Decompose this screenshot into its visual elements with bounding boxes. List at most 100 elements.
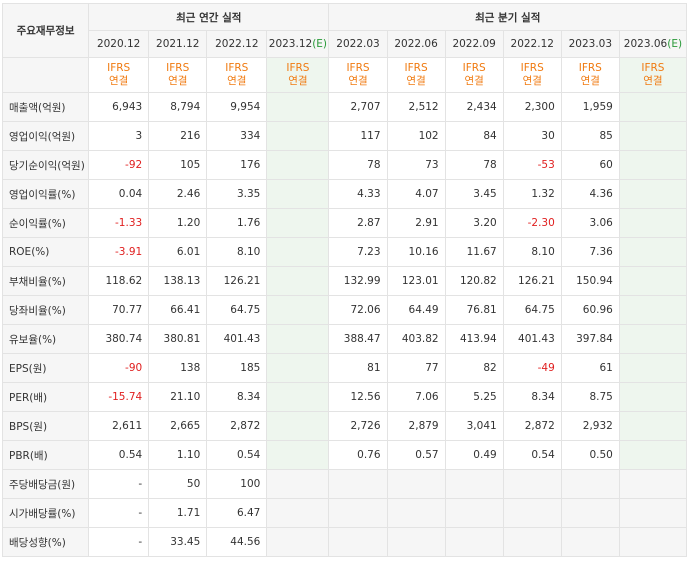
table-cell: 64.75 [206, 295, 268, 325]
table-cell: 3.35 [206, 179, 268, 209]
table-cell: 60.96 [560, 295, 620, 325]
table-cell: 2,932 [560, 411, 620, 441]
ifrs-badge: IFRS 연결 [618, 57, 688, 93]
table-cell: -15.74 [88, 382, 150, 412]
table-cell: 7.23 [328, 237, 388, 267]
table-cell: 77 [386, 353, 446, 383]
table-cell [618, 353, 688, 383]
table-cell [502, 498, 562, 528]
table-cell [266, 150, 330, 180]
table-cell [618, 440, 688, 470]
table-cell [618, 121, 688, 151]
table-cell [266, 237, 330, 267]
table-cell: 1.20 [148, 208, 208, 238]
table-row: 유보율(%) 380.74 380.81 401.43 388.47 403.82 413.… [1, 324, 688, 354]
table-cell: 3,041 [444, 411, 504, 441]
table-row: 당기순이익(억원) -92 105 176 78 73 78 -53 60 [1, 150, 688, 180]
table-cell [328, 527, 388, 557]
table-cell [560, 498, 620, 528]
table-row: BPS(원) 2,611 2,665 2,872 2,726 2,879 3,041 2,87… [1, 411, 688, 441]
period-header: 2022.12 [502, 30, 562, 58]
period-header: 2021.12 [148, 30, 208, 58]
table-cell [618, 498, 688, 528]
estimate-marker: (E) [312, 38, 328, 50]
table-cell [618, 382, 688, 412]
table-cell: 334 [206, 121, 268, 151]
table-cell: 2,872 [206, 411, 268, 441]
corner-label: 주요재무정보 [1, 3, 90, 58]
table-cell [328, 498, 388, 528]
table-cell [386, 527, 446, 557]
table-cell: 150.94 [560, 266, 620, 296]
period-header: 2020.12 [88, 30, 150, 58]
table-row: 매출액(억원) 6,943 8,794 9,954 2,707 2,512 2,434 2,3… [1, 92, 688, 122]
table-cell [618, 92, 688, 122]
table-cell: 0.54 [206, 440, 268, 470]
table-row: EPS(원) -90 138 185 81 77 82 -49 61 [1, 353, 688, 383]
table-row: 부채비율(%) 118.62 138.13 126.21 132.99 123.01 120… [1, 266, 688, 296]
table-cell: 72.06 [328, 295, 388, 325]
table-cell: 3.20 [444, 208, 504, 238]
ifrs-badge: IFRS 연결 [444, 57, 504, 93]
table-body: 매출액(억원) 6,943 8,794 9,954 2,707 2,512 2,434 2,3… [1, 92, 688, 557]
table-cell: 78 [328, 150, 388, 180]
ifrs-badge: IFRS 연결 [266, 57, 330, 93]
table-cell: 120.82 [444, 266, 504, 296]
row-label: 매출액(억원) [1, 92, 90, 122]
table-cell [266, 121, 330, 151]
table-cell: 123.01 [386, 266, 446, 296]
ifrs-badge: IFRS 연결 [560, 57, 620, 93]
table-cell [444, 498, 504, 528]
table-cell: 8.75 [560, 382, 620, 412]
table-row: 순이익률(%) -1.33 1.20 1.76 2.87 2.91 3.20 -2.30 3.0… [1, 208, 688, 238]
table-cell: 2,300 [502, 92, 562, 122]
ifrs-row: IFRS 연결 IFRS 연결 IFRS 연결 IFRS 연결 IFRS 연결 IFRS 연결 IFRS… [1, 57, 688, 93]
table-cell: 10.16 [386, 237, 446, 267]
table-cell: 185 [206, 353, 268, 383]
table-cell: 1,959 [560, 92, 620, 122]
table-cell: 0.49 [444, 440, 504, 470]
row-label: 시가배당률(%) [1, 498, 90, 528]
table-cell [618, 295, 688, 325]
table-cell [266, 179, 330, 209]
table-cell: 0.04 [88, 179, 150, 209]
table-cell: 100 [206, 469, 268, 499]
table-cell: 70.77 [88, 295, 150, 325]
table-cell [444, 527, 504, 557]
table-cell: 3.06 [560, 208, 620, 238]
table-cell: 21.10 [148, 382, 208, 412]
table-cell: - [88, 469, 150, 499]
estimate-marker: (E) [667, 38, 683, 50]
table-cell: -2.30 [502, 208, 562, 238]
table-cell [266, 208, 330, 238]
table-cell [328, 469, 388, 499]
table-cell: 401.43 [206, 324, 268, 354]
table-cell: -3.91 [88, 237, 150, 267]
row-label: 영업이익률(%) [1, 179, 90, 209]
table-cell: 0.54 [502, 440, 562, 470]
period-header: 2022.09 [444, 30, 504, 58]
row-label: EPS(원) [1, 353, 90, 383]
table-cell: 4.33 [328, 179, 388, 209]
table-cell [618, 527, 688, 557]
table-cell [386, 469, 446, 499]
table-cell [618, 237, 688, 267]
table-cell: 388.47 [328, 324, 388, 354]
table-cell: -49 [502, 353, 562, 383]
ifrs-badge: IFRS 연결 [386, 57, 446, 93]
table-cell: 50 [148, 469, 208, 499]
table-cell: -92 [88, 150, 150, 180]
table-cell [266, 498, 330, 528]
row-label: 영업이익(억원) [1, 121, 90, 151]
row-label: 당좌비율(%) [1, 295, 90, 325]
period-header: 2023.03 [560, 30, 620, 58]
table-cell: 2,726 [328, 411, 388, 441]
period-header-row: 2020.12 2021.12 2022.12 2023.12(E) 2022.03 20… [3, 30, 688, 58]
table-cell: 0.76 [328, 440, 388, 470]
row-label: 부채비율(%) [1, 266, 90, 296]
quarter-group-header: 최근 분기 실적 [328, 3, 687, 31]
table-cell: 8.34 [502, 382, 562, 412]
table-cell: 66.41 [148, 295, 208, 325]
table-cell: 403.82 [386, 324, 446, 354]
table-cell: 12.56 [328, 382, 388, 412]
